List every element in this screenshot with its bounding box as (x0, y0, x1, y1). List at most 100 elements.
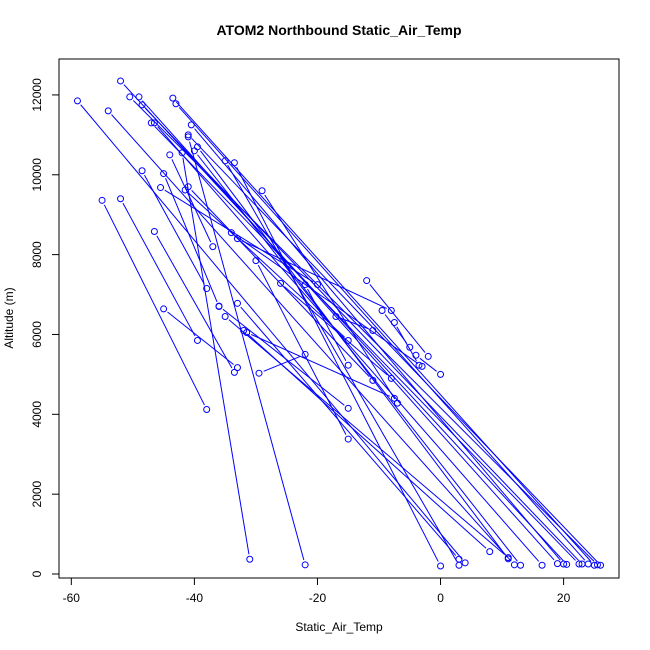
data-point (344, 361, 352, 369)
profile-line (80, 104, 463, 560)
data-point (344, 435, 352, 443)
data-point (277, 279, 285, 287)
data-point (184, 131, 192, 139)
plot-points (73, 77, 605, 570)
data-point (597, 561, 605, 569)
data-point (160, 170, 168, 178)
profile-line (264, 194, 396, 400)
profile-line (167, 311, 234, 365)
data-point (98, 196, 106, 204)
data-point (147, 119, 155, 127)
data-point (166, 151, 174, 159)
data-point (184, 133, 192, 141)
data-point (233, 235, 241, 243)
data-point (510, 561, 518, 569)
profile-line (123, 84, 564, 562)
profile-line (235, 235, 419, 364)
data-point (504, 554, 512, 562)
profile-line (132, 100, 595, 562)
data-point (150, 227, 158, 235)
data-point (455, 555, 463, 563)
profile-line (307, 288, 347, 362)
data-point (172, 100, 180, 108)
data-point (344, 404, 352, 412)
profile-line (241, 240, 387, 309)
data-point (344, 336, 352, 344)
profile-line (122, 202, 196, 337)
profile-line (171, 159, 212, 243)
y-axis-label: Altitude (m) (2, 287, 16, 348)
profile-line (182, 157, 250, 555)
profile-line (240, 306, 457, 556)
data-point (563, 560, 571, 568)
data-point (230, 368, 238, 376)
data-point (455, 561, 463, 569)
data-point (424, 352, 432, 360)
data-point (138, 101, 146, 109)
profile-line (188, 192, 345, 338)
y-axis: 0 2000 4000 6000 8000 10000 12000 (30, 78, 60, 577)
profile-line (191, 190, 370, 378)
profile-line (263, 355, 301, 372)
data-point (203, 406, 211, 414)
data-point (390, 394, 398, 402)
profile-line (284, 286, 388, 376)
data-point (378, 307, 386, 315)
data-point (538, 561, 546, 569)
x-tick-label: 0 (437, 591, 444, 605)
data-point (332, 313, 340, 321)
data-point (209, 243, 217, 251)
y-tick-label: 6000 (30, 321, 44, 348)
data-point (138, 167, 146, 175)
data-point (415, 361, 423, 369)
y-tick-label: 10000 (30, 158, 44, 192)
profile-line (227, 164, 457, 562)
data-point (233, 299, 241, 307)
profile-line (103, 204, 205, 406)
data-point (363, 277, 371, 285)
data-point (390, 318, 398, 326)
data-point (418, 362, 426, 370)
x-axis: -60 -40 -20 0 20 (63, 577, 571, 605)
data-point (387, 307, 395, 315)
data-point (406, 343, 414, 351)
data-point (575, 560, 583, 568)
data-point (437, 370, 445, 378)
data-point (369, 326, 377, 334)
data-point (584, 560, 592, 568)
data-point (104, 107, 112, 115)
profile-line (369, 284, 426, 353)
profile-line (144, 174, 205, 285)
profile-line (228, 319, 505, 555)
profile-line (165, 178, 218, 303)
x-axis-label: Static_Air_Temp (295, 620, 383, 634)
profile-line (156, 235, 233, 369)
profile-line (191, 138, 598, 562)
profile-line (419, 357, 437, 372)
data-point (193, 143, 201, 151)
data-point (117, 77, 125, 85)
data-point (150, 119, 158, 127)
profile-line (111, 114, 512, 562)
x-tick-label: -60 (63, 591, 81, 605)
profile-line (257, 264, 347, 435)
data-point (135, 93, 143, 101)
data-point (301, 350, 309, 358)
y-tick-label: 4000 (30, 401, 44, 428)
data-point (255, 369, 263, 377)
profile-line (145, 108, 579, 561)
data-point (230, 159, 238, 167)
data-point (215, 302, 223, 310)
profile-line (197, 154, 518, 562)
data-point (369, 376, 377, 384)
profile-line (251, 334, 391, 397)
data-point (233, 364, 241, 372)
data-point (301, 281, 309, 289)
data-point (412, 351, 420, 359)
data-point (187, 121, 195, 129)
data-point (221, 313, 229, 321)
data-point (301, 561, 309, 569)
data-point (243, 328, 251, 336)
data-point (117, 195, 125, 203)
data-point (227, 229, 235, 237)
